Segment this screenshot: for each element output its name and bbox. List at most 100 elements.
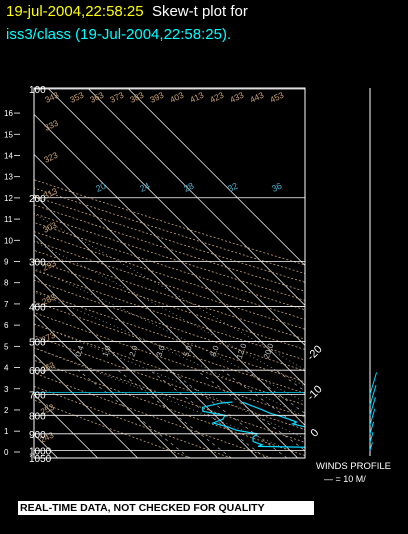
moist-adiabat-line [34,267,305,403]
moist-adiabat-label: 36 [270,181,283,194]
moist-adiabat-label: 24 [138,181,151,194]
dry-adiabat-label: 393 [148,90,165,105]
isotherm-line [0,89,18,458]
pressure-label: 200 [29,194,46,205]
header-source: iss3/class (19-Jul-2004,22:58:25). [6,26,232,43]
dry-adiabat-line [34,312,305,406]
header-line-2: iss3/class (19-Jul-2004,22:58:25). [6,26,231,43]
mixing-ratio-label: 3.0 [155,344,167,358]
height-label: 16 [4,109,13,118]
dry-adiabat-line [34,179,305,266]
dewpoint-profile-line [201,401,305,448]
height-label: 1 [4,427,9,436]
isotherm-line [34,153,305,426]
height-label: 11 [4,215,13,224]
height-label: 8 [4,279,9,288]
right-temp-label: -10 [305,383,325,403]
dry-adiabat-label: 453 [268,90,285,105]
isotherm-line [34,313,178,458]
wind-barb [369,442,373,451]
dry-adiabat-label: 373 [108,90,125,105]
dry-adiabat-line [34,221,305,311]
dry-adiabat-line [34,249,305,340]
quality-banner: REAL-TIME DATA, NOT CHECKED FOR QUALITY [18,501,314,515]
dry-adiabat-line [34,240,305,330]
dry-adiabat-line [34,323,305,418]
mixing-ratio-line [275,369,305,392]
right-temp-label: 0 [308,427,321,440]
pressure-label: 800 [29,411,46,422]
height-label: 10 [4,236,13,245]
pressure-label: 100 [29,85,46,96]
dry-adiabat-label: 343 [43,90,60,105]
moist-adiabat-label: 20 [94,181,107,194]
height-label: 7 [4,300,9,309]
moist-adiabat-label: 32 [226,181,239,194]
pressure-label: 400 [29,303,46,314]
wind-barb [369,432,374,443]
header-line-1: 19-jul-2004,22:58:25 Skew-t plot for [6,3,248,20]
dry-adiabat-label: 383 [128,90,145,105]
dry-adiabat-label: 423 [208,90,225,105]
dry-adiabat-line [34,213,305,301]
height-label: 13 [4,173,13,182]
pressure-label: 1000 [29,446,52,457]
dry-adiabat-line [34,231,305,320]
dry-adiabat-label: 413 [188,90,205,105]
dry-adiabat-line [34,335,305,430]
dry-adiabat-line [34,204,305,292]
isotherm-line [34,113,305,386]
mixing-ratio-line [117,369,232,458]
dry-adiabat-label: 353 [68,90,85,105]
dry-adiabat-line [34,195,305,283]
wind-barb [369,372,378,395]
isotherm-line [88,88,305,306]
wind-barb [369,408,376,425]
height-label: 9 [4,258,9,267]
isotherm-line [48,88,305,346]
pressure-label: 700 [29,390,46,401]
plot-frame [33,87,306,459]
pressure-label: 300 [29,257,46,268]
dry-adiabat-line [34,385,232,458]
pressure-label: 500 [29,338,46,349]
height-label: 0 [4,448,9,457]
dry-adiabat-line [34,269,305,361]
isotherm-line [34,273,218,458]
height-label: 5 [4,342,9,351]
pressure-label: 900 [29,430,46,441]
isotherm-line [34,233,258,458]
moist-adiabat-line [34,323,305,440]
mixing-ratio-label: 12.0 [235,342,249,360]
dry-adiabat-line [34,301,305,394]
dry-adiabat-label: 323 [42,150,59,165]
header-datetime: 19-jul-2004,22:58:25 [6,3,144,20]
height-label: 3 [4,385,9,394]
dry-adiabat-line [34,279,305,372]
temperature-profile-line [242,401,305,428]
winds-scale-label: — = 10 M/ [324,474,366,484]
winds-profile-label: WINDS PROFILE [316,461,391,472]
wind-barb [369,421,375,434]
pressure-label: 1050 [29,454,52,465]
wind-barb [369,385,377,406]
moist-adiabat-label: 28 [182,181,195,194]
mixing-ratio-line [196,369,305,451]
isotherm-line [34,193,298,458]
isotherm-line [128,88,305,266]
height-label: 4 [4,364,9,373]
mixing-ratio-label: 5.0 [182,344,194,358]
mixing-ratio-label: 0.4 [74,344,86,358]
dry-adiabat-line [34,290,305,383]
header-plot-label: Skew-t plot for [151,3,248,20]
dry-adiabat-line [34,347,305,443]
mixing-ratio-line [169,369,288,458]
dry-adiabat-label: 363 [88,90,105,105]
wind-barb [369,397,376,416]
mixing-ratio-line [221,369,305,432]
dry-adiabat-label: 443 [248,90,265,105]
height-label: 6 [4,321,9,330]
dry-adiabat-label: 333 [43,118,60,133]
